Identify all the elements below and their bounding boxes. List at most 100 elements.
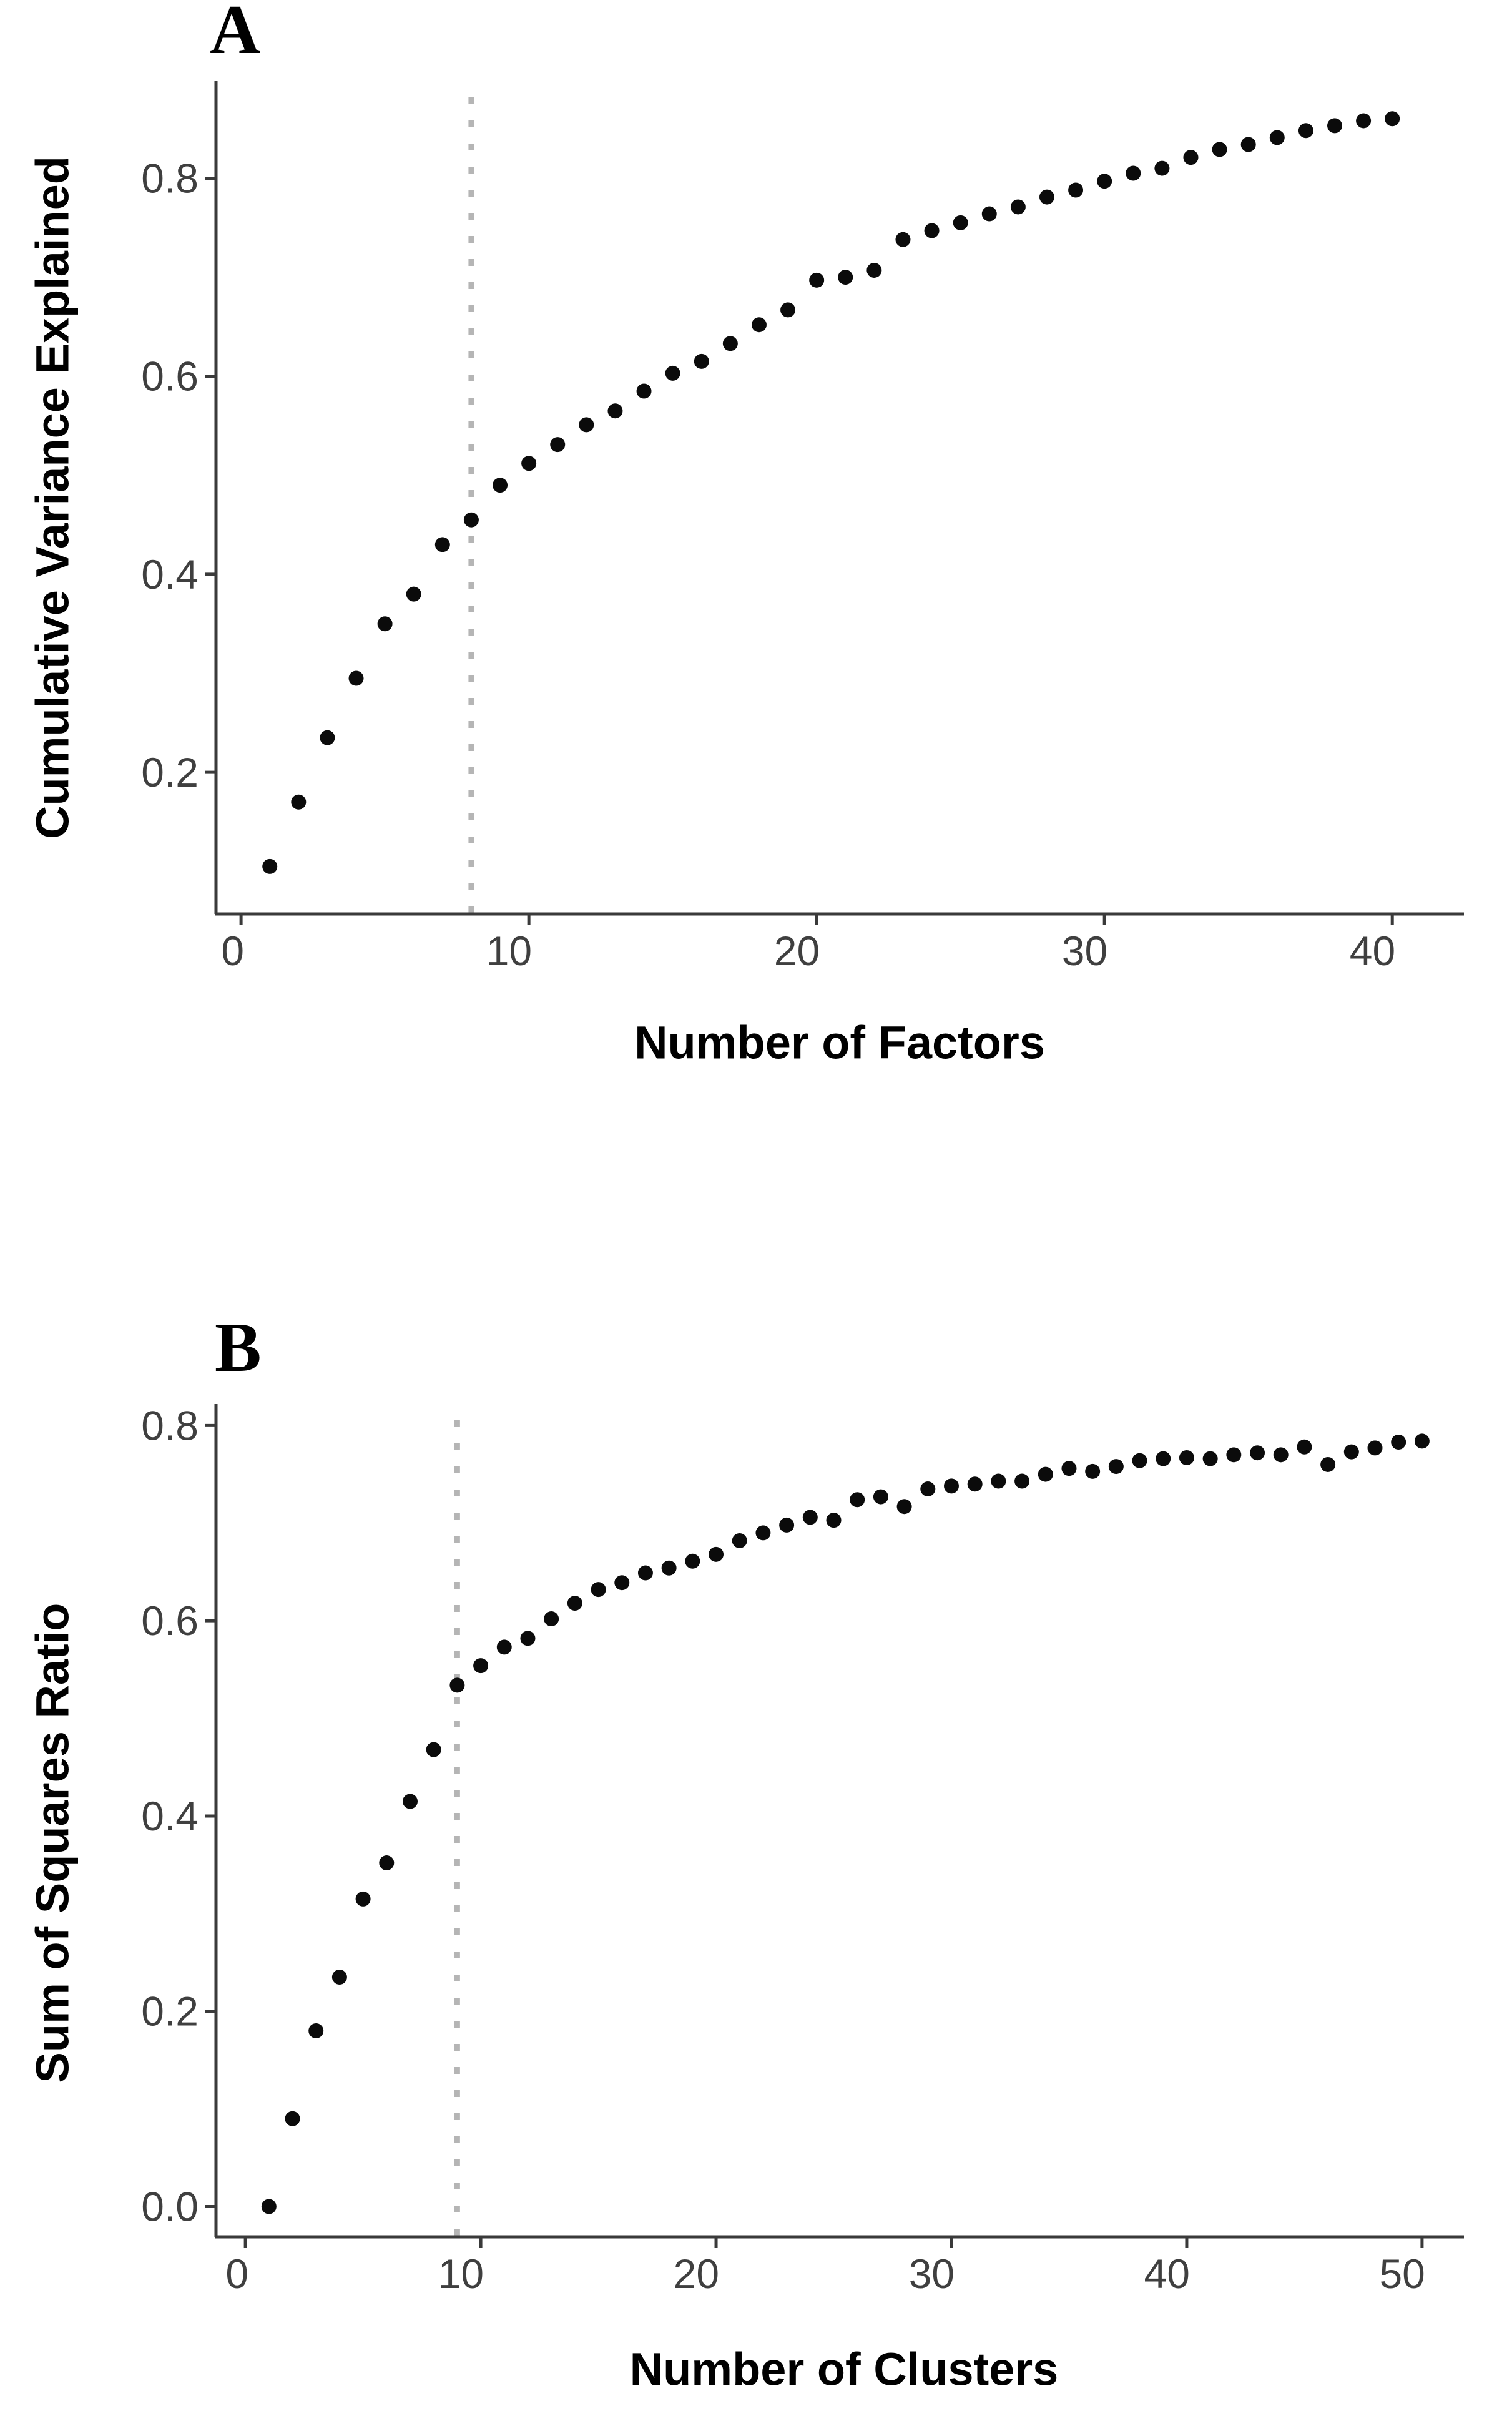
x-axis: 0 10 20 30 40 (221, 914, 1395, 974)
data-point (1391, 1434, 1406, 1450)
x-tick-label: 0 (225, 2251, 248, 2297)
data-point (1156, 1451, 1171, 1466)
data-point (1385, 111, 1400, 127)
data-point (1014, 1473, 1030, 1489)
data-point (426, 1742, 441, 1757)
data-point (850, 1492, 865, 1508)
data-point (661, 1560, 677, 1576)
data-point (1343, 1444, 1359, 1460)
data-point (291, 794, 307, 810)
data-point (493, 478, 508, 493)
y-axis-title-a: Cumulative Variance Explained (26, 156, 79, 839)
data-point (1297, 1439, 1312, 1455)
data-point (308, 2023, 324, 2039)
data-point (1108, 1459, 1124, 1475)
data-point (1327, 118, 1343, 134)
data-point (1039, 189, 1054, 205)
data-point (1367, 1440, 1383, 1456)
data-point (873, 1489, 888, 1505)
data-point (579, 417, 594, 433)
y-tick-label: 0.8 (141, 155, 199, 201)
data-point (379, 1855, 395, 1871)
y-tick-label: 0.6 (141, 353, 199, 400)
x-tick-label: 30 (1062, 928, 1107, 974)
data-point (262, 858, 278, 874)
panel-letter-b: B (215, 1309, 262, 1387)
data-point (544, 1611, 559, 1627)
data-point (261, 2199, 277, 2214)
data-point (1126, 165, 1141, 181)
data-point (1097, 174, 1112, 189)
data-point (1183, 150, 1199, 165)
panel-a-chart: 0 10 20 30 40 0.8 0.6 0.4 0.2 (141, 81, 1464, 974)
data-point (1356, 113, 1372, 129)
x-tick-label: 30 (909, 2251, 955, 2297)
x-axis-title-a: Number of Factors (634, 1016, 1045, 1069)
data-point (473, 1658, 489, 1674)
data-point (751, 317, 767, 333)
x-tick-label: 0 (221, 928, 244, 974)
data-point (809, 272, 825, 288)
data-point (685, 1553, 700, 1569)
data-point (285, 2111, 300, 2126)
data-point (567, 1596, 582, 1611)
data-point (1414, 1433, 1430, 1449)
y-axis: 0.8 0.6 0.4 0.2 0.0 (141, 1402, 216, 2230)
data-point (943, 1478, 959, 1494)
y-axis-title-b: Sum of Squares Ratio (26, 1603, 79, 2083)
data-point (1250, 1445, 1265, 1461)
data-point (967, 1476, 983, 1492)
data-point (1240, 137, 1256, 152)
data-point (722, 336, 738, 351)
data-point (331, 1970, 347, 1985)
data-point (780, 302, 796, 318)
x-tick-label: 10 (438, 2251, 484, 2297)
data-point (637, 1565, 653, 1581)
y-axis: 0.8 0.6 0.4 0.2 (141, 155, 216, 795)
y-tick-label: 0.2 (141, 1988, 199, 2035)
data-point (434, 537, 450, 552)
x-axis-title-b: Number of Clusters (629, 2343, 1059, 2395)
data-point (802, 1510, 818, 1525)
data-point (866, 262, 882, 278)
data-point (614, 1575, 630, 1591)
data-point (732, 1533, 747, 1548)
data-point (709, 1546, 724, 1562)
data-point (953, 215, 968, 230)
data-point (636, 383, 652, 399)
y-tick-label: 0.6 (141, 1598, 199, 1644)
data-point (924, 223, 940, 238)
data-point (1154, 160, 1170, 176)
data-point (377, 616, 393, 632)
y-tick-label: 0.0 (141, 2184, 199, 2230)
data-point (348, 670, 364, 686)
data-point (1085, 1463, 1101, 1479)
data-point (1226, 1447, 1242, 1463)
y-tick-label: 0.4 (141, 1793, 199, 1839)
data-point (1179, 1450, 1194, 1466)
data-point (406, 586, 421, 602)
data-point (320, 730, 335, 745)
data-point (496, 1639, 512, 1655)
x-tick-label: 20 (774, 928, 820, 974)
data-point (896, 1499, 912, 1515)
data-point (1202, 1451, 1218, 1466)
data-point (1273, 1447, 1289, 1463)
panel-b-chart: 0 10 20 30 40 50 0.8 0.6 0.4 0.2 0.0 (141, 1402, 1464, 2297)
data-point (1132, 1453, 1147, 1468)
data-point (665, 365, 680, 381)
x-axis: 0 10 20 30 40 50 (225, 2237, 1425, 2297)
x-tick-label: 40 (1144, 2251, 1190, 2297)
data-point (520, 1631, 536, 1646)
data-point (1010, 199, 1026, 215)
data-point (981, 206, 997, 222)
x-tick-label: 50 (1379, 2251, 1425, 2297)
data-point (402, 1794, 418, 1809)
data-points (261, 1433, 1430, 2214)
data-point (463, 512, 479, 528)
data-point (838, 270, 853, 285)
data-point (1269, 130, 1285, 145)
data-point (694, 353, 709, 369)
x-tick-label: 20 (674, 2251, 719, 2297)
